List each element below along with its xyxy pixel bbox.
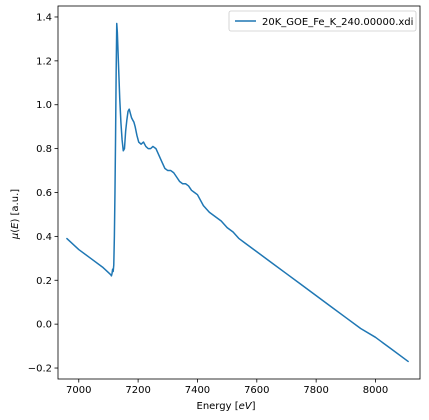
- x-axis-label: Energy [eV]: [197, 401, 256, 412]
- x-tick-label: 7200: [125, 385, 150, 396]
- x-tick-label: 7600: [244, 385, 269, 396]
- y-tick-label: 0.0: [36, 320, 52, 331]
- x-tick-label: 7400: [185, 385, 210, 396]
- x-tick-label: 8000: [363, 385, 388, 396]
- series-layer: [66, 22, 409, 363]
- legend: 20K_GOE_Fe_K_240.00000.xdi: [228, 10, 417, 32]
- y-axis-ticks: −0.2 0.0 0.2 0.4 0.6 0.8 1.0 1.2 1.4: [28, 12, 58, 375]
- y-tick-label: 0.4: [36, 232, 52, 243]
- y-tick-label: 1.2: [36, 56, 52, 67]
- y-axis-label: μ(E) [a.u.]: [10, 189, 21, 240]
- x-axis-ticks: 7000 7200 7400 7600 7800 8000: [66, 379, 388, 396]
- x-tick-label: 7800: [303, 385, 328, 396]
- legend-entry-label: 20K_GOE_Fe_K_240.00000.xdi: [262, 17, 413, 28]
- y-tick-label: 0.2: [36, 276, 52, 287]
- y-tick-label: 0.8: [36, 144, 52, 155]
- y-tick-label: 1.4: [36, 12, 52, 23]
- legend-box: [228, 10, 417, 32]
- y-tick-label: 1.0: [36, 100, 52, 111]
- series-line-0: [66, 22, 409, 363]
- y-tick-label: 0.6: [36, 188, 52, 199]
- y-tick-label: −0.2: [28, 364, 52, 375]
- x-tick-label: 7000: [66, 385, 91, 396]
